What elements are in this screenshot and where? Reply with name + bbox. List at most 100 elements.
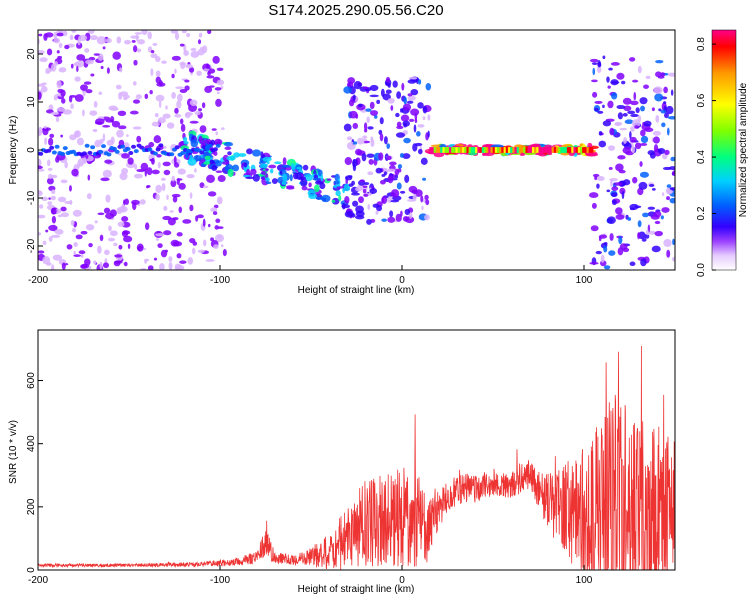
spectrogram-blob <box>269 168 274 174</box>
spectrogram-line-segment <box>534 147 537 153</box>
spectrogram-blob <box>136 48 142 53</box>
spectrogram-blob <box>647 150 655 156</box>
spectrogram-blob <box>385 76 391 83</box>
spectrogram-blob <box>353 80 362 90</box>
spectrogram-blob <box>629 131 632 139</box>
spectrogram-blob <box>425 199 430 206</box>
spectrogram-blob <box>86 193 92 200</box>
spectrogram-blob <box>153 257 158 261</box>
spectrogram-blob <box>644 234 650 239</box>
spectrogram-line-segment <box>555 147 559 153</box>
spectrogram-blob <box>647 206 656 210</box>
spectrogram-blob <box>74 76 81 82</box>
spectrogram-line-segment <box>523 147 526 153</box>
spectrogram-blob <box>404 208 411 216</box>
spectrogram-line-segment <box>481 147 485 153</box>
spectrogram-blob <box>144 222 150 231</box>
spectrogram-blob <box>265 177 270 182</box>
spectrogram-blob <box>136 168 146 173</box>
spectrogram-blob <box>123 94 130 99</box>
spectrogram-blob <box>410 108 420 116</box>
snr-xtick-label: 100 <box>576 575 593 586</box>
spectrogram-blob <box>105 38 112 44</box>
spectrogram-blob <box>352 141 358 145</box>
spectrogram-blob <box>177 159 181 164</box>
spectrogram-blob <box>206 174 215 183</box>
spectrogram-blob <box>375 167 383 174</box>
spectrogram-blob <box>336 186 345 189</box>
spectrogram-blob <box>233 152 240 158</box>
spectrogram-blob <box>598 236 602 242</box>
spectrogram-blob <box>607 85 611 89</box>
spectrogram-blob <box>386 155 392 161</box>
spectrogram-line-segment <box>527 147 531 153</box>
spectrogram-blob <box>184 79 190 83</box>
spectrogram-blob <box>372 203 379 208</box>
spectrogram-blob <box>189 99 198 107</box>
spectrogram-blob <box>147 265 154 270</box>
spectrogram-line-segment <box>435 147 439 153</box>
spectrogram-blob <box>205 259 215 262</box>
spectrogram-blob <box>396 121 402 128</box>
spectrogram-blob <box>87 174 91 181</box>
spectrogram-blob <box>50 111 60 116</box>
spectrogram-blob <box>362 188 367 194</box>
spectrogram-blob <box>349 110 358 119</box>
spectrogram-blob <box>144 258 150 262</box>
spectrogram-blob <box>407 95 416 101</box>
spectrogram-blob <box>155 193 160 201</box>
spectrogram-blob <box>617 112 623 120</box>
spectrogram-blob <box>421 205 424 211</box>
spectrogram-blob <box>119 172 128 181</box>
spectrogram-blob <box>71 228 77 233</box>
spectrogram-blob <box>146 184 151 188</box>
spectrogram-line-segment <box>551 147 555 153</box>
spectrogram-blob <box>121 167 129 175</box>
spectrogram-blob <box>43 125 47 129</box>
spectrogram-blob <box>78 34 88 42</box>
spectrogram-xtick-label: -100 <box>210 275 230 286</box>
spectrogram-blob <box>425 83 432 91</box>
spectrogram-blob <box>98 149 104 154</box>
spectrogram-blob <box>194 168 197 173</box>
spectrogram-blob <box>614 121 623 126</box>
spectrogram-blob <box>381 173 386 177</box>
spectrogram-blob <box>162 113 171 119</box>
spectrogram-blob <box>51 264 55 270</box>
spectrogram-line-segment <box>468 147 472 153</box>
spectrogram-blob <box>375 210 379 215</box>
spectrogram-blob <box>587 142 593 148</box>
spectrogram-blob <box>363 193 369 197</box>
spectrogram-blob <box>631 145 635 154</box>
spectrogram-blob <box>602 104 605 109</box>
spectrogram-blob <box>73 254 82 258</box>
spectrogram-blob <box>72 209 82 217</box>
spectrogram-blob <box>174 263 182 270</box>
spectrogram-blob <box>60 212 70 218</box>
spectrogram-blob <box>637 232 641 240</box>
spectrogram-blob <box>608 145 616 151</box>
spectrogram-blob <box>109 107 119 111</box>
spectrogram-blob <box>73 250 76 255</box>
spectrogram-blob <box>71 168 79 177</box>
spectrogram-blob <box>187 158 197 166</box>
spectrogram-blob <box>158 143 164 148</box>
spectrogram-blob <box>663 86 668 94</box>
spectrogram-blob <box>217 234 222 239</box>
spectrogram-blob <box>116 36 122 44</box>
spectrogram-blob <box>422 116 426 121</box>
spectrogram-blob <box>669 197 675 204</box>
spectrogram-blob <box>207 191 217 197</box>
spectrogram-blob <box>592 173 600 178</box>
spectrogram-blob <box>46 159 51 167</box>
spectrogram-line-segment <box>588 147 592 153</box>
spectrogram-blob <box>144 93 149 100</box>
spectrogram-blob <box>102 46 106 50</box>
spectrogram-blob <box>420 195 424 203</box>
spectrogram-blob <box>640 129 646 137</box>
snr-frame <box>37 329 676 571</box>
spectrogram-blob <box>243 162 248 168</box>
spectrogram-blob <box>658 108 662 112</box>
spectrogram-blob <box>156 154 162 158</box>
